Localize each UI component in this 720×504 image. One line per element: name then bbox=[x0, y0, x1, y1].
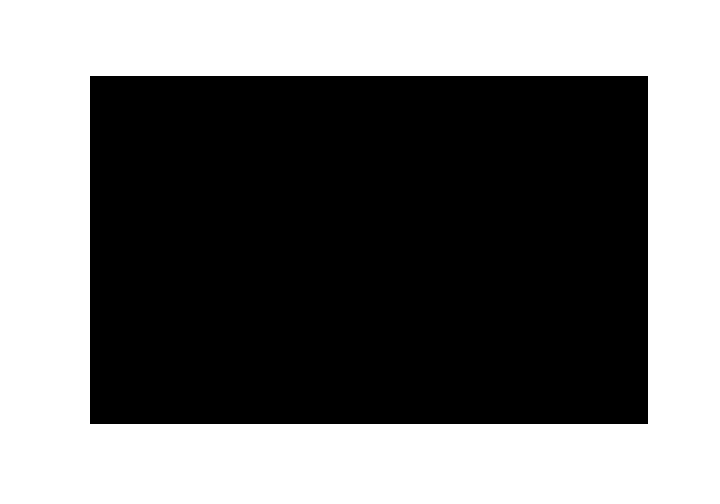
wordcloud-canvas bbox=[90, 76, 648, 424]
wordcloud-panel bbox=[90, 76, 648, 424]
